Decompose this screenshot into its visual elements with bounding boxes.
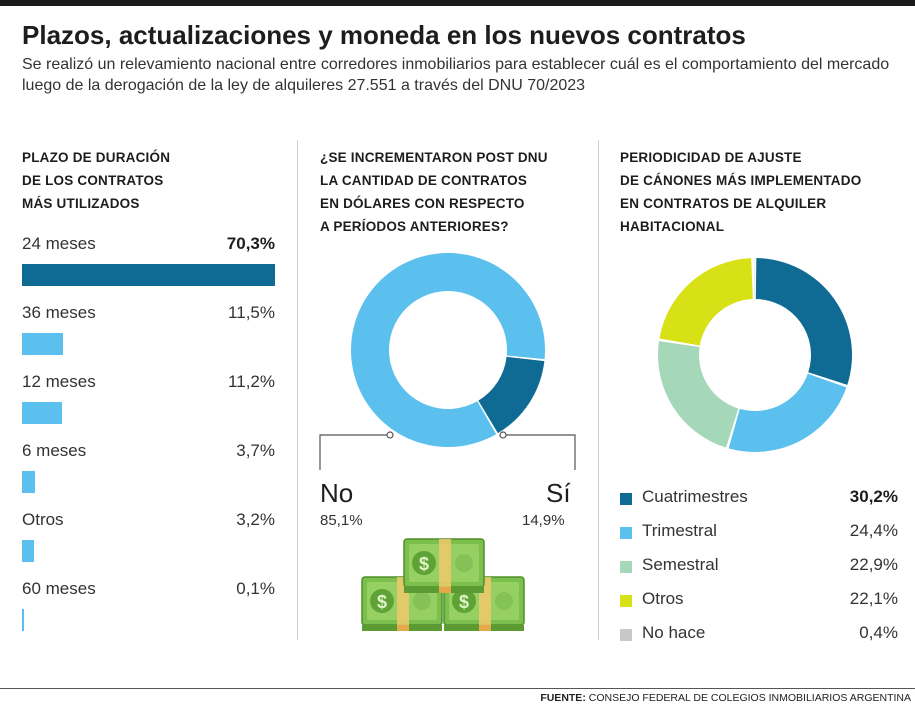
source-label: FUENTE: — [540, 692, 586, 704]
bar — [22, 540, 34, 562]
legend-value: 22,1% — [849, 589, 898, 608]
bar-chart-title-line: PLAZO DE DURACIÓN — [22, 150, 171, 165]
bar-category-label: Otros — [22, 510, 64, 529]
legend-label: Otros — [642, 589, 684, 608]
bar — [22, 402, 63, 424]
legend-item: Semestral 22,9% — [620, 555, 898, 579]
page-subtitle: Se realizó un relevamiento nacional entr… — [22, 56, 890, 94]
source-text: CONSEJO FEDERAL DE COLEGIOS INMOBILIARIO… — [585, 692, 911, 704]
leader-line-no — [319, 434, 390, 470]
bar — [22, 333, 64, 355]
donut-slice — [351, 252, 545, 447]
donut-adjust-title-line: PERIODICIDAD DE AJUSTE — [620, 150, 802, 165]
bar — [22, 609, 24, 631]
bar — [22, 264, 275, 286]
donut-no-label: No — [320, 478, 354, 508]
legend-value: 0,4% — [859, 623, 898, 642]
donut-slice — [728, 373, 847, 452]
legend-value: 24,4% — [849, 521, 898, 540]
donut-dollars-title: ¿SE INCREMENTARON POST DNU LA CANTIDAD D… — [320, 146, 548, 238]
donut-si-value: 14,9% — [522, 512, 565, 529]
donut-adjust-title-line: HABITACIONAL — [620, 219, 725, 234]
bar-value-label: 70,3% — [226, 234, 275, 253]
donut-adjust-title-line: EN CONTRATOS DE ALQUILER — [620, 196, 827, 211]
leader-dot-si — [499, 431, 507, 439]
donut-dollars-title-line: ¿SE INCREMENTARON POST DNU — [320, 150, 548, 165]
column-divider — [297, 140, 298, 640]
leader-dot-no — [386, 431, 394, 439]
bar-category-label: 60 meses — [22, 579, 96, 598]
donut-slice — [478, 356, 545, 434]
legend-item: No hace 0,4% — [620, 623, 898, 647]
donut-slice — [659, 258, 753, 346]
donut-dollars-title-line: EN DÓLARES CON RESPECTO — [320, 196, 525, 211]
source-note: FUENTE: CONSEJO FEDERAL DE COLEGIOS INMO… — [540, 692, 911, 704]
bar-value-label: 11,2% — [228, 372, 275, 391]
donut-slice — [755, 258, 852, 385]
bar-category-label: 36 meses — [22, 303, 96, 322]
footer-rule — [0, 688, 915, 689]
dollar-contracts-donut — [319, 252, 576, 470]
column-divider — [598, 140, 599, 640]
legend-label: Cuatrimestres — [642, 487, 748, 506]
legend-swatch — [620, 561, 632, 573]
bar-value-label: 0,1% — [236, 579, 275, 598]
legend-swatch — [620, 629, 632, 641]
leader-line-si — [503, 434, 576, 470]
legend-value: 22,9% — [849, 555, 898, 574]
adjustment-donut — [658, 258, 852, 452]
donut-no-value: 85,1% — [320, 512, 363, 529]
legend-label: No hace — [642, 623, 706, 642]
legend-swatch — [620, 527, 632, 539]
bar-value-label: 3,2% — [236, 510, 275, 529]
donut-dollars-title-line: A PERÍODOS ANTERIORES? — [320, 219, 509, 234]
legend-label: Semestral — [642, 555, 719, 574]
donut-adjust-title: PERIODICIDAD DE AJUSTE DE CÁNONES MÁS IM… — [620, 146, 861, 238]
donut-slice — [753, 258, 755, 300]
bar-chart-title-line: MÁS UTILIZADOS — [22, 196, 140, 211]
bar-category-label: 24 meses — [22, 234, 96, 253]
donut-si-label: Sí — [546, 478, 571, 508]
legend-value: 30,2% — [849, 487, 898, 506]
donut-dollars-title-line: LA CANTIDAD DE CONTRATOS — [320, 173, 528, 188]
bar-chart-title: PLAZO DE DURACIÓN DE LOS CONTRATOS MÁS U… — [22, 146, 170, 215]
bar-chart-title-line: DE LOS CONTRATOS — [22, 173, 164, 188]
legend-swatch — [620, 493, 632, 505]
page-title: Plazos, actualizaciones y moneda en los … — [22, 20, 746, 50]
bar-category-label: 12 meses — [22, 372, 96, 391]
donut-adjust-title-line: DE CÁNONES MÁS IMPLEMENTADO — [620, 173, 862, 188]
donut-slice — [658, 341, 739, 448]
legend-item: Cuatrimestres 30,2% — [620, 487, 898, 511]
money-stack-icon: $ — [361, 538, 525, 631]
top-rule — [0, 0, 915, 6]
bar-value-label: 3,7% — [236, 441, 275, 460]
bar-category-label: 6 meses — [22, 441, 87, 460]
bar-value-label: 11,5% — [228, 303, 275, 322]
legend-item: Trimestral 24,4% — [620, 521, 898, 545]
legend-label: Trimestral — [642, 521, 717, 540]
legend-item: Otros 22,1% — [620, 589, 898, 613]
bar — [22, 471, 36, 493]
legend-swatch — [620, 595, 632, 607]
